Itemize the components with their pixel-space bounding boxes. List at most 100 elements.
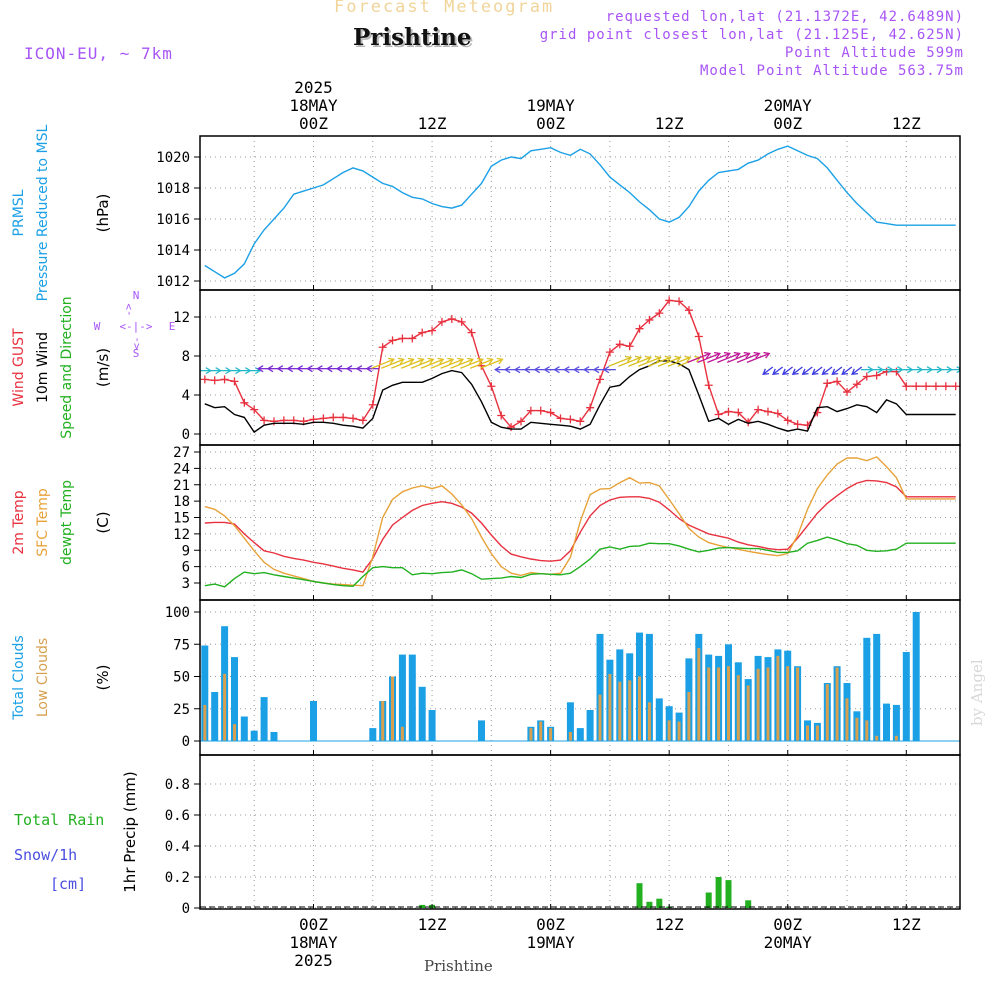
wind-arrow (420, 358, 444, 369)
gust-marker (922, 382, 931, 391)
gust-marker (902, 382, 911, 391)
bottom-time-label: 12Z (418, 915, 447, 934)
clouds-bar (211, 692, 219, 741)
clouds-bar (892, 704, 900, 741)
gust-marker (665, 296, 674, 305)
clouds-ytick-label: 50 (173, 670, 190, 686)
wind-ylabel: (m/s) (94, 348, 112, 387)
wind-side-label: 10m Wind (35, 332, 51, 403)
temperature-ytick-label: 3 (182, 576, 190, 592)
temperature-ytick-label: 9 (182, 543, 190, 559)
clouds-bar (628, 680, 632, 741)
wind-arrow-head (256, 365, 264, 373)
bottom-time-label: 20MAY (764, 933, 813, 952)
bottom-time-label: 12Z (892, 915, 921, 934)
gust-marker (951, 382, 960, 391)
wind-arrows (200, 351, 960, 375)
wind-arrow-head (753, 351, 761, 359)
wind-arrow-head (486, 357, 494, 365)
clouds-bar (645, 633, 653, 741)
wind-arrow-head (447, 357, 455, 365)
wind-arrow-head (811, 368, 819, 375)
clouds-bar (391, 676, 394, 741)
temperature-ytick-label: 18 (173, 494, 190, 510)
wind-arrow (822, 366, 833, 375)
wind-arrow-head (602, 366, 610, 374)
temperature-series-group (204, 456, 956, 588)
clouds-bar (667, 720, 671, 741)
clouds-bar (250, 730, 258, 741)
gust-marker (329, 413, 338, 422)
wind-arrow-head (772, 368, 779, 375)
gust-marker (368, 400, 377, 409)
wind-arrow (762, 366, 774, 375)
compass-w: W (94, 320, 101, 333)
clouds-bar (776, 655, 780, 741)
top-time-label: 00Z (299, 114, 328, 133)
precip-series-group (200, 877, 960, 909)
wind-arrow-head (801, 368, 809, 375)
wind-arrow (736, 352, 760, 363)
wind-arrow (697, 352, 721, 363)
wind-ytick-label: 8 (182, 349, 190, 365)
top-time-label: 12Z (418, 114, 447, 133)
wind-arrow-head (831, 368, 839, 375)
temperature-line-0 (204, 479, 956, 573)
forecast-meteogram-title: Forecast Meteogram (334, 0, 555, 17)
wind-arrow (802, 366, 813, 375)
gust-marker (605, 348, 614, 357)
wind-arrow-head (476, 357, 484, 365)
temperature-ytick-label: 6 (182, 560, 190, 576)
clouds-bar (717, 667, 721, 741)
gust-marker (260, 416, 269, 425)
precip-bar (715, 877, 722, 908)
wind-arrow (391, 358, 414, 369)
wind-arrow-head (713, 351, 722, 359)
wind-ytick-label: 0 (182, 427, 190, 443)
clouds-bar (608, 673, 612, 741)
wind-arrow-head (582, 366, 590, 374)
gust-marker (635, 324, 644, 333)
wind-arrow-head (503, 366, 511, 374)
clouds-bar (201, 645, 209, 741)
temperature-side-label: dewpt Temp (59, 480, 75, 565)
clouds-bar (835, 667, 839, 741)
gust-marker (931, 382, 940, 391)
grid-point-coordinates: grid point closest lon,lat (21.125E, 42.… (539, 27, 964, 43)
wind-arrow-head (493, 366, 501, 374)
top-time-label: 18MAY (289, 96, 338, 115)
pressure-line-0 (204, 145, 956, 279)
wind-arrow (726, 352, 750, 363)
wind-arrow (608, 356, 632, 367)
gust-marker (793, 420, 802, 429)
wind-arrow (851, 366, 863, 375)
wind-arrow (772, 366, 784, 375)
wind-arrow (400, 358, 424, 369)
precip-ylabel: 1hr Precip (mm) (121, 771, 139, 892)
gust-marker (437, 317, 446, 326)
bottom-time-label: 2025 (294, 951, 333, 970)
temperature-ytick-label: 21 (173, 478, 190, 494)
clouds-bar (786, 666, 790, 741)
wind-arrow (812, 366, 823, 375)
precip-bar (419, 904, 426, 908)
clouds-bar (638, 676, 641, 741)
bottom-time-label: 00Z (773, 915, 802, 934)
wind-arrow (687, 352, 711, 363)
wind-arrow-head (325, 365, 333, 373)
gust-marker (349, 414, 358, 423)
clouds-bar (398, 654, 406, 741)
clouds-bar (855, 717, 859, 741)
clouds-bar (223, 673, 227, 741)
gust-marker (536, 406, 545, 415)
wind-side-label: Wind GUST (11, 328, 27, 407)
gust-marker (516, 417, 525, 426)
wind-arrow-head (417, 357, 425, 365)
wind-arrow-head (674, 355, 682, 363)
wind-arrow (717, 352, 740, 363)
clouds-bar (845, 698, 849, 741)
wind-arrow (647, 356, 671, 367)
wind-arrow (381, 358, 404, 369)
wind-arrow (450, 358, 474, 369)
